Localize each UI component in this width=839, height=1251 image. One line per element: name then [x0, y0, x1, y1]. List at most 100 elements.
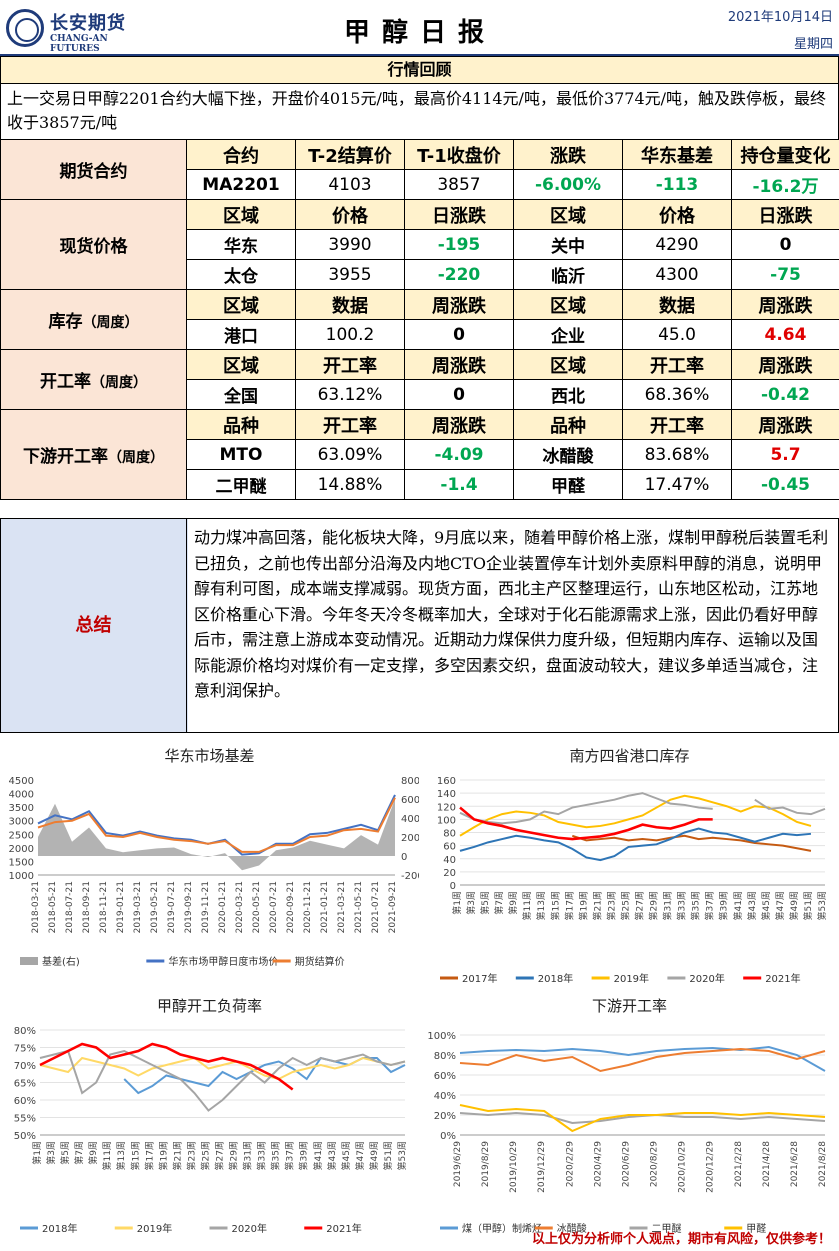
- legend-label: 煤（甲醇）制烯烃: [462, 1222, 542, 1235]
- downstream-change: -0.45: [731, 469, 839, 500]
- x-tick-label: 第1周: [31, 1141, 43, 1165]
- chart-basis: 华东市场基差 4500 4000 3500 3000 2500 2000 1500 1000 80…: [0, 735, 419, 990]
- x-tick-label: 第11周: [101, 1141, 113, 1170]
- logo-emblem-icon: [6, 9, 44, 47]
- x-tick-label: 2020-11-21: [303, 881, 313, 933]
- x-tick-label: 2019/12/29: [537, 1141, 547, 1193]
- table-header: T-2结算价: [295, 139, 405, 170]
- review-text: 上一交易日甲醇2201合约大幅下挫，开盘价4015元/吨，最高价4114元/吨，…: [0, 84, 839, 139]
- x-tick-label: 2020-01-21: [218, 881, 228, 933]
- x-tick-label: 第41周: [732, 891, 744, 920]
- x-tick-label: 第47周: [774, 891, 786, 920]
- legend-label: 2018年: [538, 972, 573, 985]
- x-tick-label: 2020-03-21: [235, 881, 245, 933]
- spot-price: 4300: [622, 259, 732, 290]
- x-tick-label: 2020/4/29: [593, 1141, 603, 1187]
- y-tick-label: 2000: [9, 844, 34, 855]
- y-tick-label: 60: [443, 842, 456, 853]
- x-tick-label: 2021/4/28: [762, 1141, 772, 1187]
- operating-sub: （周度）: [91, 375, 147, 391]
- x-tick-label: 第45周: [760, 891, 772, 920]
- y-tick-label: 55%: [14, 1114, 36, 1125]
- summary-text: 动力煤冲高回落，能化板块大降，9月底以来，随着甲醇价格上涨，煤制甲醇税后装置毛利…: [188, 519, 838, 732]
- x-tick-label: 第35周: [690, 891, 702, 920]
- x-tick-label: 2019-01-21: [116, 881, 126, 933]
- y-tick-label: 80: [443, 829, 456, 840]
- y-tick-label: 60%: [434, 1071, 456, 1082]
- table-header: 价格: [622, 199, 732, 230]
- x-tick-label: 2018-03-21: [31, 881, 41, 933]
- y-tick-label: 1500: [9, 857, 34, 868]
- x-tick-label: 第51周: [802, 891, 814, 920]
- x-tick-label: 第23周: [185, 1141, 197, 1170]
- report-date: 2021年10月14日: [727, 10, 833, 25]
- table-header: 周涨跌: [731, 349, 839, 380]
- downstream-change: 5.7: [731, 439, 839, 470]
- y-tick-label: 40: [443, 855, 456, 866]
- downstream-product: 冰醋酸: [513, 439, 623, 470]
- inventory-change: 4.64: [731, 319, 839, 350]
- operating-rate: 68.36%: [622, 379, 732, 410]
- x-tick-label: 第17周: [143, 1141, 155, 1170]
- x-tick-label: 第43周: [746, 891, 758, 920]
- x-tick-label: 第53周: [396, 1141, 408, 1170]
- x-tick-label: 第13周: [535, 891, 547, 920]
- x-tick-label: 第31周: [242, 1141, 254, 1170]
- downstream-rate: 83.68%: [622, 439, 732, 470]
- downstream-rate: 17.47%: [622, 469, 732, 500]
- chart-title: 下游开工率: [592, 997, 667, 1015]
- table-header: 周涨跌: [731, 289, 839, 320]
- legend-label: 2019年: [137, 1222, 172, 1235]
- x-tick-label: 2021/6/28: [790, 1141, 800, 1187]
- y2-tick-label: 600: [401, 795, 419, 806]
- spot-region: 太仓: [186, 259, 296, 290]
- y-tick-label: 3500: [9, 803, 34, 814]
- disclaimer: 以上仅为分析师个人观点，期市有风险，仅供参考！: [531, 1232, 831, 1247]
- series-line-1: [39, 1056, 406, 1081]
- x-tick-label: 2021-07-21: [371, 881, 381, 933]
- inventory-value: 45.0: [622, 319, 732, 350]
- table-header: 开工率: [622, 409, 732, 440]
- downstream-product: 甲醛: [513, 469, 623, 500]
- x-tick-label: 第15周: [129, 1141, 141, 1170]
- chart-port-inventory: 南方四省港口库存 160 140 120 100 80 60 40 20 0 第1周 第3周 第5周 第7…: [420, 735, 839, 990]
- x-tick-label: 2018-07-21: [65, 881, 75, 933]
- x-tick-label: 2021-03-21: [337, 881, 347, 933]
- y-tick-label: 50%: [14, 1131, 36, 1142]
- y-tick-label: 75%: [14, 1044, 36, 1055]
- x-tick-label: 第25周: [619, 891, 631, 920]
- logo-cn: 长安期货: [50, 13, 126, 34]
- x-tick-label: 第9周: [507, 891, 519, 915]
- series-line-3: [459, 792, 826, 825]
- table-header: 周涨跌: [404, 289, 514, 320]
- spot-change: -75: [731, 259, 839, 290]
- chart-downstream-rate-svg: 下游开工率 100% 80% 60% 40% 20% 0%2019/6/29 2019/8/2…: [427, 997, 828, 1235]
- series-area-0: [38, 799, 395, 871]
- x-tick-label: 第15周: [549, 891, 561, 920]
- downstream-change: -4.09: [404, 439, 514, 470]
- legend-label: 2020年: [232, 1222, 267, 1235]
- table-header: 开工率: [295, 349, 405, 380]
- table-header: 区域: [513, 349, 623, 380]
- logo-en: CHANG-AN FUTURES: [50, 34, 108, 54]
- y-tick-label: 3000: [9, 817, 34, 828]
- y-tick-label: 0%: [440, 1131, 456, 1142]
- spot-label: 现货价格: [0, 199, 187, 290]
- x-tick-label: 第1周: [451, 891, 463, 915]
- x-tick-label: 2019-11-21: [201, 881, 211, 933]
- futures-basis: -113: [622, 169, 732, 200]
- table-header: 持仓量变化: [731, 139, 839, 170]
- x-tick-label: 第3周: [465, 891, 477, 915]
- futures-contract: MA2201: [186, 169, 296, 200]
- series-line-2: [459, 794, 812, 837]
- x-tick-label: 第27周: [634, 891, 646, 920]
- x-tick-label: 第27周: [214, 1141, 226, 1170]
- legend-label: 2020年: [689, 972, 724, 985]
- y-tick-label: 4500: [9, 776, 34, 787]
- legend-label: 甲醛: [746, 1222, 766, 1235]
- x-tick-label: 2020-09-21: [286, 881, 296, 933]
- x-tick-label: 2021/8/28: [818, 1141, 828, 1187]
- legend-label: 期货结算价: [295, 955, 345, 968]
- legend-label: 冰醋酸: [557, 1222, 587, 1235]
- x-tick-label: 2019/8/29: [481, 1141, 491, 1187]
